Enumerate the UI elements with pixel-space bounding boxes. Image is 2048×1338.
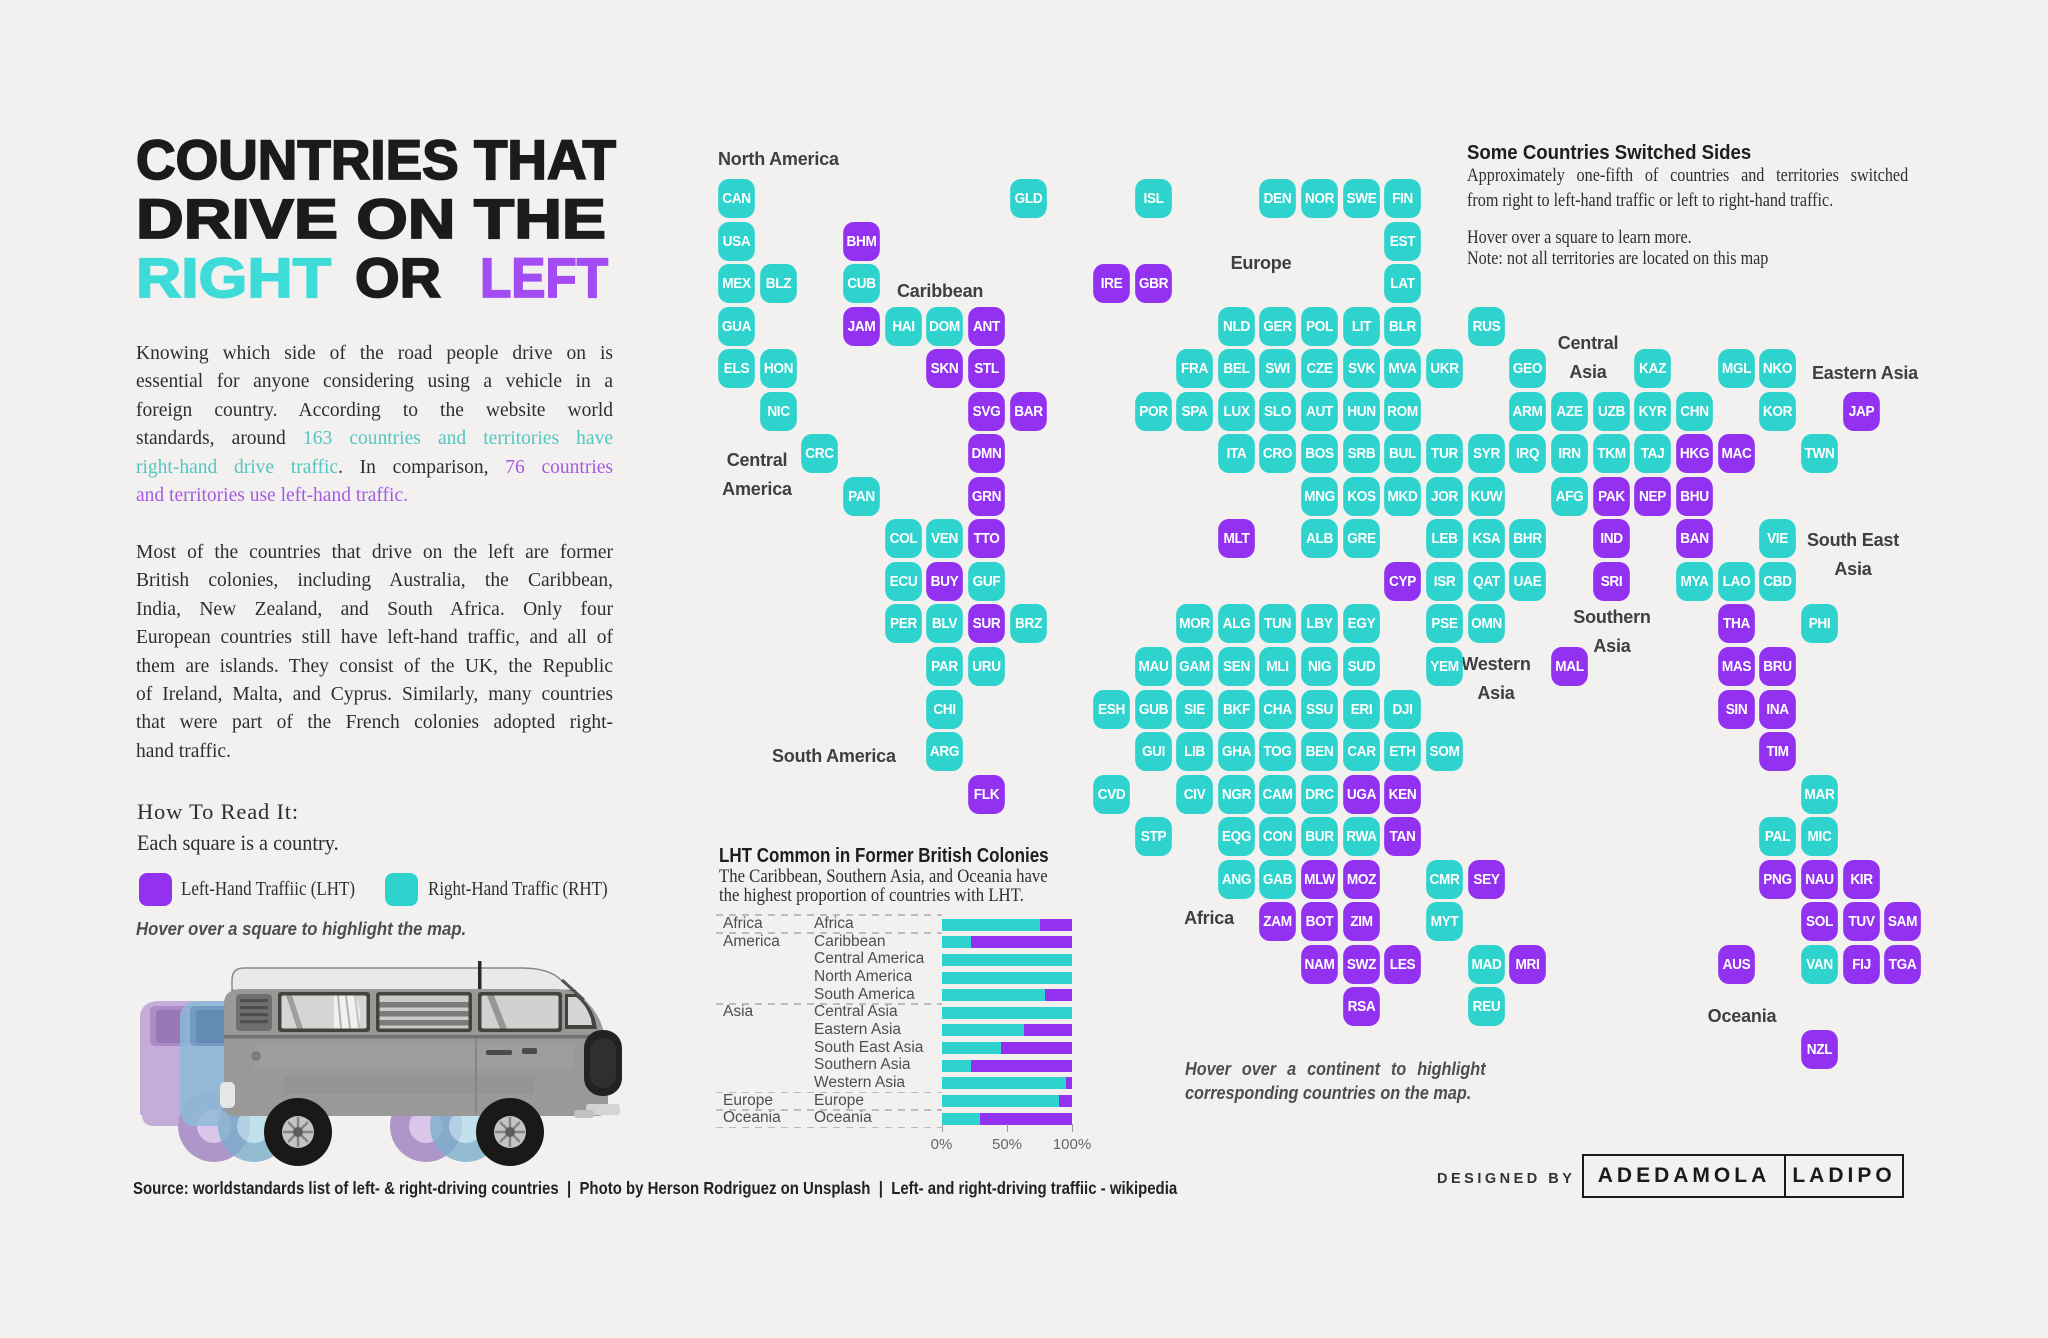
svg-text:RIGHT: RIGHT: [136, 246, 331, 309]
svg-text:DRIVE ON THE: DRIVE ON THE: [136, 187, 606, 250]
svg-text:OR: OR: [355, 246, 441, 309]
svg-text:LEFT: LEFT: [480, 246, 608, 309]
svg-text:COUNTRIES THAT: COUNTRIES THAT: [136, 128, 616, 191]
